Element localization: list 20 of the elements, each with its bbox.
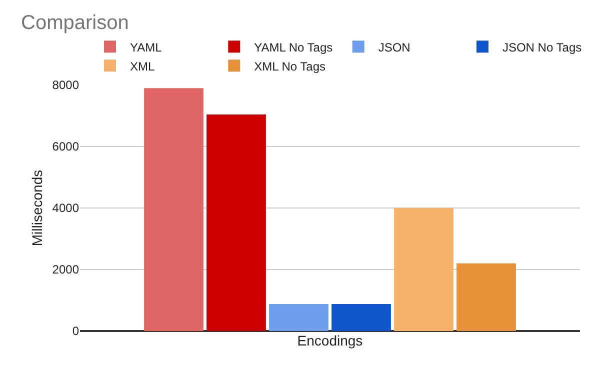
legend-label: JSON [378,40,410,54]
legend-label: YAML [130,40,162,54]
y-tick-label: 2000 [52,262,80,277]
legend-label: XML No Tags [254,59,326,74]
bar [206,114,266,331]
legend-label: YAML No Tags [254,40,333,54]
bar [332,304,391,331]
y-tick-label: 8000 [52,78,80,92]
bar [269,304,328,331]
y-tick-label: 6000 [52,140,80,154]
y-tick-label: 4000 [52,201,80,216]
x-axis-title: Encodings [297,332,363,348]
bar [144,88,204,331]
legend-label: XML [130,59,155,74]
legend-label: JSON No Tags [502,40,582,54]
y-tick-label: 0 [72,324,80,338]
bar [456,263,516,331]
chart-title: Comparison [21,12,129,34]
y-axis-title: Milliseconds [29,170,45,246]
bar [394,208,454,331]
